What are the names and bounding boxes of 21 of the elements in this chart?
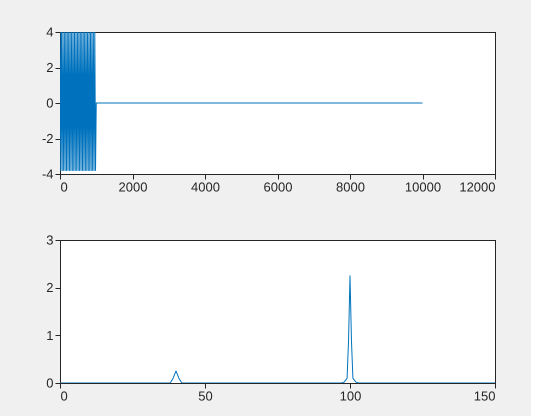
x-tick-label: 0 <box>60 388 68 404</box>
y-tick-label: 0 <box>46 376 54 390</box>
y-tick-label: 3 <box>46 232 54 248</box>
y-tick-label: -4 <box>42 166 54 182</box>
x-tick-label: 150 <box>474 388 496 404</box>
x-tick-label: 12000 <box>459 180 496 194</box>
x-tick-label: 0 <box>60 180 68 194</box>
y-tick-label: 2 <box>46 280 54 296</box>
x-tick-label: 8000 <box>336 180 365 194</box>
y-tick-label: 0 <box>46 96 54 110</box>
y-tick-label: 1 <box>46 328 54 343</box>
x-tick-label: 100 <box>340 388 362 404</box>
y-tick-label: 2 <box>46 60 54 75</box>
line-series <box>60 275 495 383</box>
x-tick-label: 50 <box>198 388 213 404</box>
y-tick-label: -2 <box>42 131 54 146</box>
x-tick-label: 2000 <box>118 180 148 194</box>
x-tick-label: 10000 <box>404 180 442 194</box>
x-tick-label: 6000 <box>264 180 292 194</box>
y-tick-label: 4 <box>46 24 54 40</box>
x-tick-label: 4000 <box>191 180 220 194</box>
